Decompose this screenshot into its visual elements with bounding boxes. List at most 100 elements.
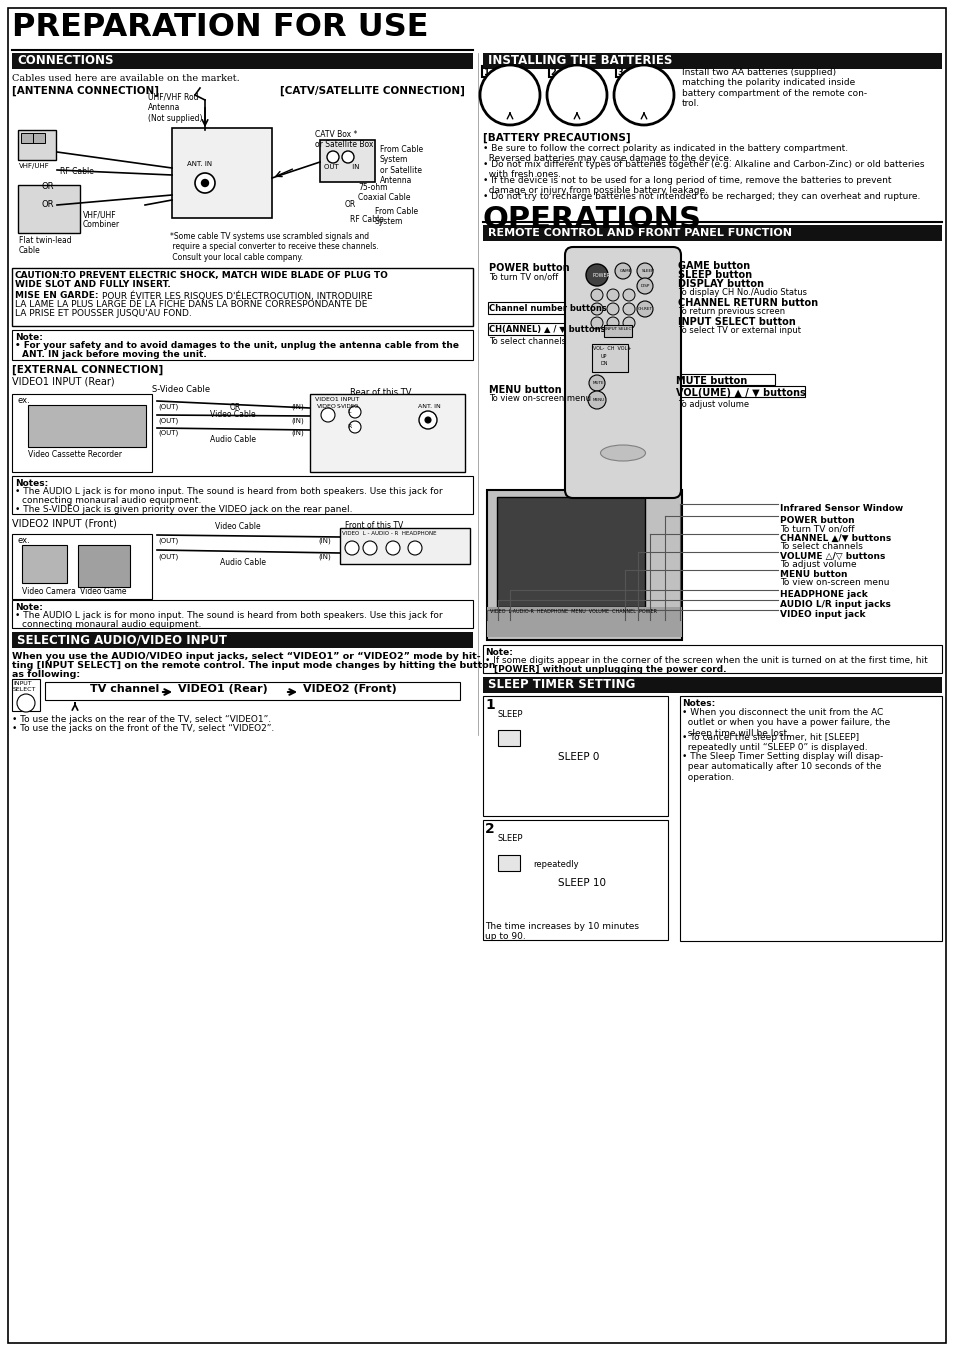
Text: • Do not mix different types of batteries together (e.g. Alkaline and Carbon-Zin: • Do not mix different types of batterie… — [482, 159, 923, 180]
Text: • For your safety and to avoid damages to the unit, unplug the antenna cable fro: • For your safety and to avoid damages t… — [15, 340, 458, 350]
Bar — [675, 386, 804, 397]
Circle shape — [194, 173, 214, 193]
Text: CATV Box *
or Satellite Box: CATV Box * or Satellite Box — [314, 130, 373, 150]
Text: ANT. IN: ANT. IN — [417, 404, 440, 409]
Text: ex.: ex. — [18, 396, 30, 405]
Bar — [679, 696, 941, 942]
Bar — [497, 855, 519, 871]
Text: VHF/UHF: VHF/UHF — [19, 163, 50, 169]
Text: Video Camera: Video Camera — [22, 586, 76, 596]
Text: [EXTERNAL CONNECTION]: [EXTERNAL CONNECTION] — [12, 365, 163, 376]
Text: 75-ohm
Coaxial Cable: 75-ohm Coaxial Cable — [357, 182, 410, 203]
Text: CH(ANNEL) ▲ / ▼ buttons: CH(ANNEL) ▲ / ▼ buttons — [489, 326, 605, 334]
Circle shape — [606, 317, 618, 330]
Text: • The AUDIO L jack is for mono input. The sound is heard from both speakers. Use: • The AUDIO L jack is for mono input. Th… — [15, 486, 442, 496]
Text: OR: OR — [42, 200, 54, 209]
Text: VIDEO: VIDEO — [316, 404, 336, 409]
Bar — [45, 682, 459, 700]
Text: VIDEO1 INPUT: VIDEO1 INPUT — [314, 397, 359, 403]
Bar — [12, 330, 473, 359]
Text: (IN): (IN) — [317, 553, 331, 559]
Circle shape — [622, 289, 635, 301]
Text: Audio Cable: Audio Cable — [220, 558, 266, 567]
Circle shape — [341, 151, 354, 163]
Text: Notes:: Notes: — [681, 698, 715, 708]
Text: MISE EN GARDE:: MISE EN GARDE: — [15, 290, 98, 300]
Text: POUR ÉVITER LES RISQUES D'ÉLECTROCUTION, INTRODUIRE: POUR ÉVITER LES RISQUES D'ÉLECTROCUTION,… — [102, 290, 373, 300]
Bar — [339, 528, 470, 563]
Bar — [482, 53, 941, 69]
Ellipse shape — [599, 444, 645, 461]
Text: To turn TV on/off: To turn TV on/off — [489, 272, 558, 281]
Text: 2: 2 — [484, 821, 495, 836]
Text: SLEEP: SLEEP — [497, 711, 523, 719]
Text: INPUT SELECT: INPUT SELECT — [604, 327, 633, 331]
Text: (IN): (IN) — [291, 403, 303, 409]
Bar — [172, 128, 272, 218]
Text: 2: 2 — [550, 68, 556, 77]
Text: To turn TV on/off: To turn TV on/off — [780, 524, 854, 534]
Circle shape — [606, 303, 618, 315]
Text: Video Cable: Video Cable — [214, 521, 260, 531]
Circle shape — [614, 65, 673, 126]
Bar — [558, 82, 595, 105]
Text: MUTE button: MUTE button — [676, 376, 746, 386]
Text: HEADPHONE jack: HEADPHONE jack — [780, 590, 867, 598]
Text: TO PREVENT ELECTRIC SHOCK, MATCH WIDE BLADE OF PLUG TO: TO PREVENT ELECTRIC SHOCK, MATCH WIDE BL… — [62, 272, 388, 280]
Text: To view on-screen menu: To view on-screen menu — [489, 394, 590, 403]
Text: VIDEO input jack: VIDEO input jack — [780, 611, 864, 619]
Bar — [12, 600, 473, 628]
Text: Rear of this TV: Rear of this TV — [350, 388, 411, 397]
Circle shape — [327, 151, 338, 163]
Text: • Be sure to follow the correct polarity as indicated in the battery compartment: • Be sure to follow the correct polarity… — [482, 145, 847, 163]
Bar — [492, 82, 527, 105]
Bar — [21, 132, 33, 143]
Bar — [625, 82, 661, 105]
Text: OPERATIONS: OPERATIONS — [482, 205, 701, 234]
Circle shape — [590, 317, 602, 330]
Text: Flat twin-lead
Cable: Flat twin-lead Cable — [19, 236, 71, 255]
Text: [BATTERY PRECAUTIONS]: [BATTERY PRECAUTIONS] — [482, 132, 630, 143]
Text: GAME button: GAME button — [678, 261, 749, 272]
Text: GAME: GAME — [619, 269, 632, 273]
Text: MENU: MENU — [593, 399, 604, 403]
Text: S-Video Cable: S-Video Cable — [152, 385, 210, 394]
Text: (OUT): (OUT) — [158, 403, 178, 409]
Text: S-VIDEO: S-VIDEO — [336, 404, 359, 409]
Bar — [639, 80, 648, 85]
Text: To adjust volume: To adjust volume — [678, 400, 748, 409]
Circle shape — [588, 376, 604, 390]
Circle shape — [546, 65, 606, 126]
Text: The time increases by 10 minutes
up to 90.: The time increases by 10 minutes up to 9… — [484, 921, 639, 942]
Text: CHANNEL RETURN button: CHANNEL RETURN button — [678, 299, 818, 308]
Text: connecting monaural audio equipment.: connecting monaural audio equipment. — [22, 496, 201, 505]
Bar — [310, 394, 464, 471]
Text: CAUTION:: CAUTION: — [15, 272, 64, 280]
Text: DISPLAY button: DISPLAY button — [678, 280, 763, 289]
Bar — [572, 80, 581, 85]
Text: [POWER] without unplugging the power cord.: [POWER] without unplugging the power cor… — [494, 665, 726, 674]
FancyBboxPatch shape — [564, 247, 680, 499]
Text: MUTE: MUTE — [593, 381, 604, 385]
Text: ANT. IN jack before moving the unit.: ANT. IN jack before moving the unit. — [22, 350, 207, 359]
Bar — [78, 544, 130, 586]
Text: VIDEO1 INPUT (Rear): VIDEO1 INPUT (Rear) — [12, 376, 114, 386]
Bar — [12, 476, 473, 513]
Text: OR: OR — [230, 403, 241, 412]
Text: R: R — [347, 424, 351, 430]
Text: (OUT): (OUT) — [158, 553, 178, 559]
Text: Note:: Note: — [15, 332, 43, 342]
Circle shape — [637, 301, 652, 317]
Text: AUDIO L/R input jacks: AUDIO L/R input jacks — [780, 600, 890, 609]
Circle shape — [622, 303, 635, 315]
Text: POWER button: POWER button — [489, 263, 569, 273]
Text: To adjust volume: To adjust volume — [780, 561, 856, 569]
Text: SLEEP 10: SLEEP 10 — [558, 878, 605, 888]
Bar — [497, 730, 519, 746]
Text: OUT      IN: OUT IN — [324, 163, 359, 170]
Text: (OUT): (OUT) — [158, 417, 178, 423]
Text: To view on-screen menu: To view on-screen menu — [780, 578, 888, 586]
Text: To select channels: To select channels — [489, 336, 565, 346]
Text: VIDEO1 (Rear): VIDEO1 (Rear) — [178, 684, 268, 694]
Circle shape — [17, 694, 35, 712]
